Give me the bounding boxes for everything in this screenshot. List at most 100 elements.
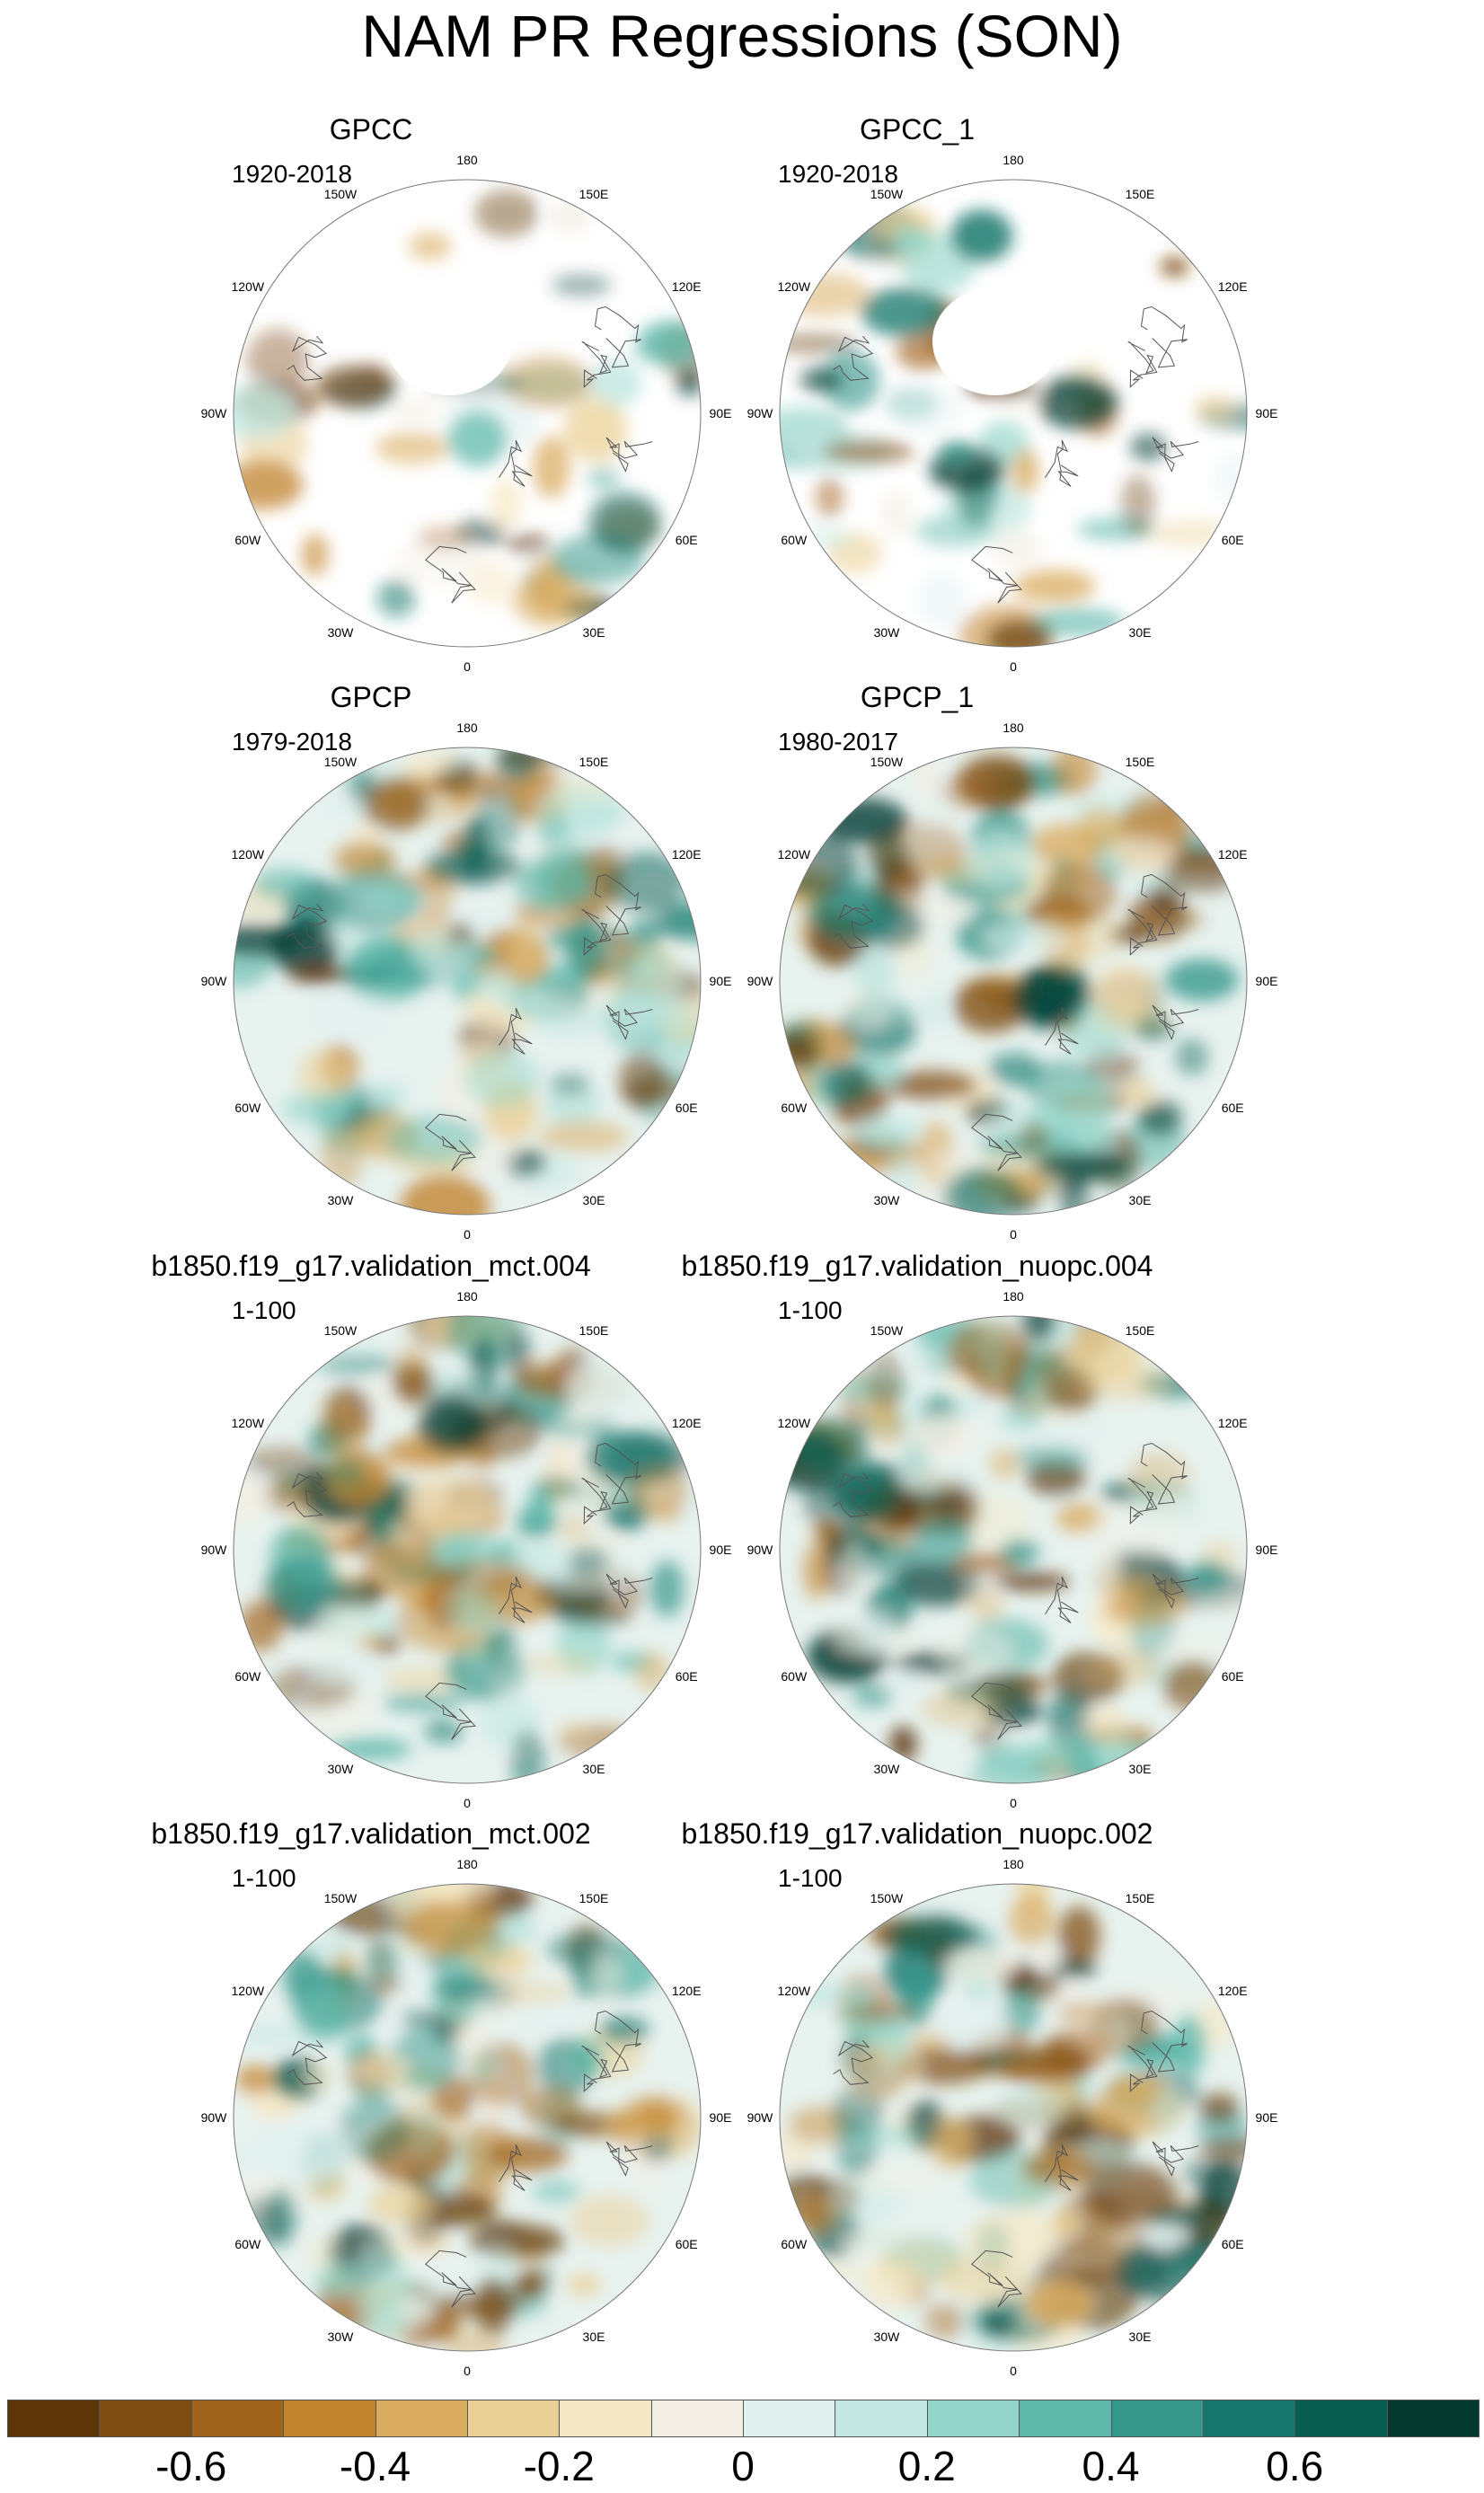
colorbar-box (1294, 2400, 1388, 2437)
longitude-label: 60W (234, 1669, 261, 1684)
panel-period: 1-100 (232, 1296, 296, 1324)
longitude-label: 120W (232, 847, 265, 862)
longitude-label: 60W (234, 2237, 261, 2251)
longitude-label: 90W (747, 1543, 774, 1557)
colorbar-tick-label: 0.4 (1082, 2443, 1140, 2489)
panel-title: GPCC (329, 113, 413, 146)
figure-title: NAM PR Regressions (SON) (361, 3, 1123, 69)
longitude-label: 90E (710, 2110, 732, 2125)
colorbar: -0.6 -0.4 -0.2 0 0.2 0.4 0.6 (7, 2400, 1480, 2489)
longitude-label: 150E (579, 1323, 609, 1338)
map-boundary (233, 179, 702, 648)
longitude-label: 150W (324, 1323, 358, 1338)
longitude-label: 0 (1010, 1227, 1017, 1242)
colorbar-box (466, 2400, 561, 2437)
longitude-label: 150E (579, 187, 609, 201)
longitude-label: 150E (1126, 187, 1155, 201)
panel-title: b1850.f19_g17.validation_nuopc.004 (681, 1250, 1153, 1282)
colorbar-box (743, 2400, 836, 2437)
panel-period: 1979-2018 (232, 728, 352, 756)
longitude-label: 90W (201, 406, 228, 420)
longitude-label: 90E (1256, 2110, 1278, 2125)
panel-title: GPCC_1 (859, 113, 976, 146)
longitude-label: 60W (781, 2237, 808, 2251)
panel-period: 1-100 (778, 1296, 843, 1324)
longitude-label: 30W (328, 2329, 355, 2344)
longitude-label: 180 (456, 720, 478, 735)
longitude-label: 30W (874, 625, 901, 640)
polar-map: 180 150E 120E 90E 60E 30E 0 30W 60W 90W 120W 150W (201, 1857, 732, 2378)
longitude-label: 60E (676, 533, 698, 547)
longitude-label: 150W (870, 1323, 904, 1338)
longitude-label: 0 (1010, 659, 1017, 674)
colorbar-box (375, 2400, 468, 2437)
panel-period: 1920-2018 (778, 160, 898, 188)
longitude-label: 120W (778, 847, 811, 862)
longitude-label: 90E (1256, 406, 1278, 420)
longitude-label: 90W (747, 974, 774, 988)
panel-period: 1-100 (232, 1864, 296, 1892)
polar-map: 180 150E 120E 90E 60E 30E 0 30W 60W 90W 120W 150W (747, 720, 1278, 1242)
longitude-label: 120E (1218, 279, 1248, 294)
longitude-label: 60E (676, 2237, 698, 2251)
longitude-label: 180 (1003, 720, 1024, 735)
colorbar-tick-label: 0.6 (1266, 2443, 1324, 2489)
longitude-label: 60W (781, 533, 808, 547)
panel-title: GPCP (330, 681, 412, 713)
map-boundary (779, 179, 1248, 648)
longitude-label: 120E (672, 847, 702, 862)
longitude-label: 60W (234, 533, 261, 547)
longitude-label: 60E (1222, 2237, 1244, 2251)
colorbar-box (99, 2400, 192, 2437)
longitude-label: 120E (672, 279, 702, 294)
map-panel: b1850.f19_g17.validation_nuopc.004 1-100 1… (546, 1244, 1288, 1812)
panel-period: 1-100 (778, 1864, 843, 1892)
map-boundary (233, 1883, 702, 2352)
longitude-label: 180 (1003, 1289, 1024, 1304)
panel-title: b1850.f19_g17.validation_mct.004 (151, 1250, 591, 1282)
longitude-label: 180 (456, 153, 478, 167)
map-panel: b1850.f19_g17.validation_nuopc.002 1-100 1… (546, 1812, 1288, 2380)
longitude-label: 180 (1003, 153, 1024, 167)
longitude-label: 60E (676, 1669, 698, 1684)
colorbar-box (1110, 2400, 1204, 2437)
longitude-label: 30E (583, 1193, 605, 1207)
longitude-label: 150E (1126, 1891, 1155, 1905)
longitude-label: 0 (464, 1796, 471, 1810)
longitude-label: 60W (781, 1669, 808, 1684)
colorbar-box (1386, 2400, 1480, 2437)
longitude-label: 30W (874, 1762, 901, 1776)
longitude-label: 120E (672, 1416, 702, 1430)
longitude-label: 30W (874, 2329, 901, 2344)
map-panel: b1850.f19_g17.validation_mct.002 1-100 180… (0, 1812, 742, 2380)
longitude-label: 90W (747, 406, 774, 420)
longitude-label: 90E (710, 1543, 732, 1557)
panel-period: 1920-2018 (232, 160, 352, 188)
longitude-label: 150W (324, 187, 358, 201)
colorbar-tick-label: -0.4 (339, 2443, 411, 2489)
map-panel: GPCC_1 1920-2018 180 150E 120E 90E 60E 30E 0 30W 6… (546, 108, 1288, 676)
longitude-label: 60E (676, 1101, 698, 1115)
polar-map: 180 150E 120E 90E 60E 30E 0 30W 60W 90W 120W 150W (201, 720, 732, 1242)
polar-map: 180 150E 120E 90E 60E 30E 0 30W 60W 90W 120W 150W (201, 153, 732, 674)
longitude-label: 60E (1222, 533, 1244, 547)
colorbar-box (283, 2400, 376, 2437)
longitude-label: 90E (1256, 974, 1278, 988)
longitude-label: 30W (328, 1762, 355, 1776)
longitude-label: 150W (324, 1891, 358, 1905)
longitude-label: 90W (201, 974, 228, 988)
map-panel: GPCP 1979-2018 180 150E 120E 90E 60E 30E 0 30W 60W… (0, 676, 742, 1243)
longitude-label: 180 (1003, 1857, 1024, 1871)
panel-period: 1980-2017 (778, 728, 898, 756)
map-boundary (779, 1883, 1248, 2352)
longitude-label: 60W (234, 1101, 261, 1115)
longitude-label: 120W (778, 1984, 811, 1998)
polar-map: 180 150E 120E 90E 60E 30E 0 30W 60W 90W 120W 150W (747, 1289, 1278, 1810)
panel-title: GPCP_1 (860, 681, 975, 713)
longitude-label: 90E (710, 406, 732, 420)
longitude-label: 0 (1010, 2364, 1017, 2378)
colorbar-box (1019, 2400, 1112, 2437)
longitude-label: 120E (1218, 847, 1248, 862)
panel-title: b1850.f19_g17.validation_nuopc.002 (681, 1817, 1153, 1850)
longitude-label: 90W (201, 1543, 228, 1557)
